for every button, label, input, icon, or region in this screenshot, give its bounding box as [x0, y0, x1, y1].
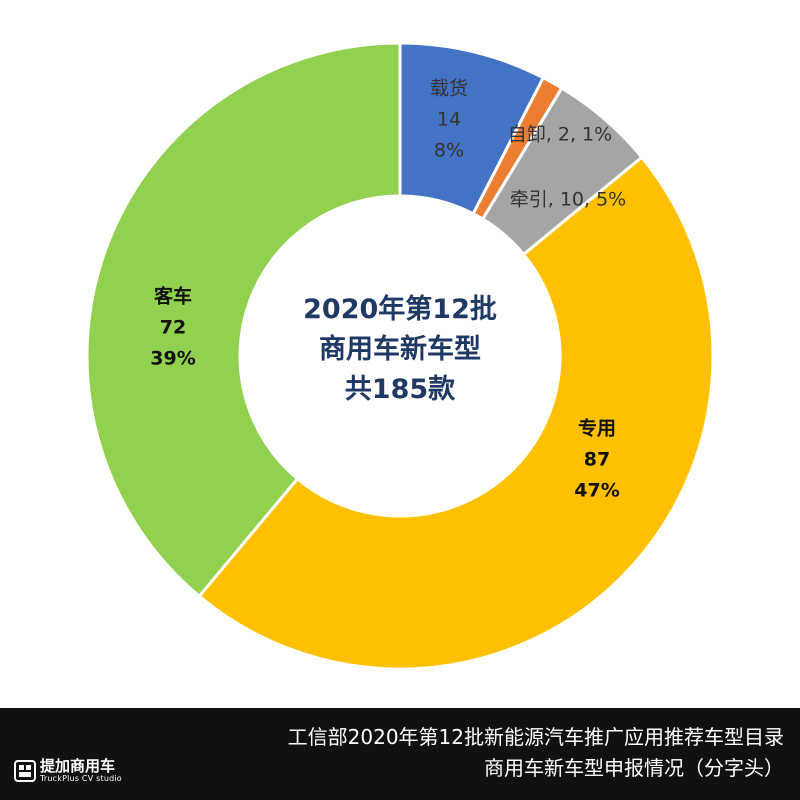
slice-label-1: 载货 14 8%	[430, 74, 468, 167]
slice-label-percent: 47%	[574, 479, 620, 502]
slice-label-name: 客车	[153, 285, 193, 308]
footer-bar: 工信部2020年第12批新能源汽车推广应用推荐车型目录 商用车新车型申报情况（分…	[0, 708, 800, 800]
truck-logo-icon	[14, 760, 36, 782]
slice-label-2: 自卸, 2, 1%	[508, 120, 612, 151]
caption-line-1: 工信部2020年第12批新能源汽车推广应用推荐车型目录	[287, 725, 784, 749]
slice-label-value: 14	[436, 108, 462, 131]
slice-label-name: 载货	[429, 77, 469, 100]
slice-4	[197, 155, 715, 671]
slice-label-percent: 39%	[150, 347, 196, 370]
center-title-line-1: 2020年第12批	[303, 294, 497, 325]
slice-label-4: 专用 87 47%	[574, 414, 619, 507]
slice-label-percent: 8%	[433, 139, 465, 162]
slice-label-text: 自卸, 2, 1%	[507, 123, 613, 146]
footer-caption: 工信部2020年第12批新能源汽车推广应用推荐车型目录 商用车新车型申报情况（分…	[288, 722, 784, 784]
slice-5	[85, 41, 402, 599]
center-title-line-3: 共185款	[344, 374, 456, 405]
chart-center-title: 2020年第12批 商用车新车型 共185款	[303, 290, 497, 410]
caption-line-2: 商用车新车型申报情况（分字头）	[484, 756, 784, 780]
donut-chart: 2020年第12批 商用车新车型 共185款 载货 14 8% 自卸, 2, 1% 牵引…	[85, 41, 715, 671]
logo-cn-text: 提加商用车	[40, 757, 116, 775]
donut-svg	[85, 41, 715, 671]
slice-label-value: 72	[159, 316, 187, 339]
slice-label-name: 专用	[577, 417, 617, 440]
slice-label-5: 客车 72 39%	[150, 282, 195, 375]
slice-label-text: 牵引, 10, 5%	[509, 188, 627, 211]
slice-label-value: 87	[583, 448, 611, 471]
brand-logo: 提加商用车 TruckPlus CV studio	[14, 758, 122, 784]
slice-label-3: 牵引, 10, 5%	[510, 185, 626, 216]
center-title-line-2: 商用车新车型	[318, 334, 481, 365]
logo-en-text: TruckPlus CV studio	[40, 774, 122, 783]
